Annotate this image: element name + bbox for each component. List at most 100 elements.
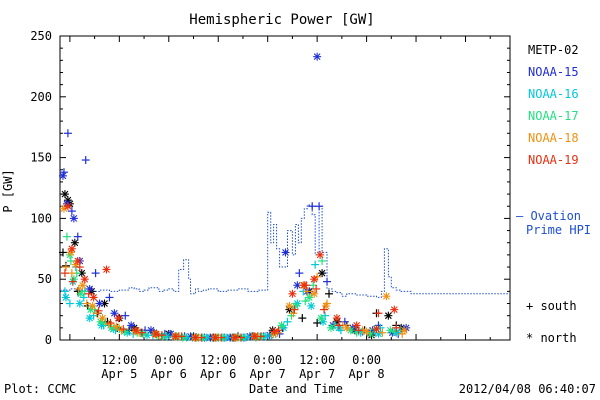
- y-tick-label: 100: [30, 211, 52, 225]
- data-point-north: [132, 326, 141, 335]
- data-point-north: [250, 332, 259, 341]
- data-point-south: [392, 323, 401, 332]
- data-point-north: [318, 269, 327, 278]
- data-point-south: [323, 277, 332, 286]
- x-tick-label-time: 0:00: [154, 353, 183, 367]
- data-point-north: [60, 190, 69, 199]
- data-point-south: [106, 318, 115, 327]
- legend-marker-south: + south: [526, 299, 577, 313]
- x-tick-label-date: Apr 6: [151, 367, 187, 381]
- data-point-north: [281, 248, 290, 257]
- data-point-north: [63, 202, 72, 211]
- data-point-north: [231, 333, 240, 342]
- legend-entry-noaa-19: NOAA-19: [528, 153, 579, 167]
- data-point-north: [139, 329, 148, 338]
- data-point-north: [317, 314, 326, 323]
- legend-marker-north: * north: [526, 331, 577, 345]
- x-tick-label-time: 12:00: [299, 353, 335, 367]
- data-point-south: [73, 232, 82, 241]
- data-point-north: [305, 293, 314, 302]
- data-point-south: [315, 202, 324, 211]
- data-point-north: [288, 289, 297, 298]
- data-point-north: [211, 333, 220, 342]
- data-point-north: [70, 238, 79, 247]
- data-point-north: [342, 323, 351, 332]
- data-point-south: [105, 293, 114, 302]
- y-tick-label: 50: [38, 272, 52, 286]
- data-point-south: [303, 287, 312, 296]
- data-point-south: [82, 299, 91, 308]
- data-point-south: [62, 232, 71, 241]
- data-point-south: [60, 287, 69, 296]
- legend-ovation-label-2: Prime HPI: [526, 223, 591, 237]
- legend-entry-noaa-15: NOAA-15: [528, 65, 579, 79]
- data-point-north: [158, 332, 167, 341]
- x-tick-label-date: Apr 8: [349, 367, 385, 381]
- data-point-north: [61, 293, 70, 302]
- data-point-south: [94, 306, 103, 315]
- data-point-north: [76, 289, 85, 298]
- data-point-north: [322, 301, 331, 310]
- data-point-south: [320, 305, 329, 314]
- data-point-north: [69, 214, 78, 223]
- data-point-south: [340, 317, 349, 326]
- data-point-north: [382, 292, 391, 301]
- data-point-north: [270, 327, 279, 336]
- legend-entry-noaa-18: NOAA-18: [528, 131, 579, 145]
- series-noaa-15: [58, 52, 411, 342]
- data-point-north: [127, 321, 136, 330]
- data-point-south: [117, 326, 126, 335]
- series-noaa-19: [60, 202, 401, 342]
- data-point-south: [65, 299, 74, 308]
- data-point-north: [352, 321, 361, 330]
- data-point-north: [112, 322, 121, 331]
- data-point-south: [289, 309, 298, 318]
- data-point-south: [66, 256, 75, 265]
- x-tick-label-date: Apr 5: [101, 367, 137, 381]
- data-point-north: [390, 305, 399, 314]
- legend: METP-02 NOAA-15 NOAA-16 NOAA-17 NOAA-18 NOAA-…: [516, 43, 591, 345]
- data-point-south: [81, 156, 90, 165]
- data-point-south: [312, 284, 321, 293]
- data-point-north: [191, 333, 200, 342]
- data-point-north: [362, 327, 371, 336]
- data-point-north: [300, 281, 309, 290]
- data-point-south: [68, 277, 77, 286]
- data-point-south: [58, 248, 67, 257]
- data-point-north: [332, 314, 341, 323]
- x-tick-label-time: 0:00: [352, 353, 381, 367]
- x-tick-label-date: Apr 7: [299, 367, 335, 381]
- legend-entry-noaa-16: NOAA-16: [528, 87, 579, 101]
- data-point-south: [119, 325, 128, 334]
- data-point-south: [295, 269, 304, 278]
- data-point-south: [374, 309, 383, 318]
- data-point-south: [67, 207, 76, 216]
- data-point-south: [378, 328, 387, 337]
- data-point-south: [308, 202, 317, 211]
- chart-title: Hemispheric Power [GW]: [189, 12, 374, 28]
- x-tick-label-date: Apr 7: [250, 367, 286, 381]
- series-noaa-18: [59, 204, 409, 342]
- legend-entry-metp-02: METP-02: [528, 43, 579, 57]
- data-point-north: [326, 323, 335, 332]
- data-point-north: [102, 265, 111, 274]
- data-point-south: [334, 321, 343, 330]
- data-point-south: [157, 331, 166, 340]
- data-point-south: [67, 269, 76, 278]
- y-tick-label: 150: [30, 151, 52, 165]
- data-point-north: [400, 326, 409, 335]
- data-point-north: [80, 275, 89, 284]
- data-point-south: [318, 256, 327, 265]
- data-point-south: [283, 317, 292, 326]
- data-point-south: [298, 314, 307, 323]
- data-point-south: [290, 305, 299, 314]
- data-point-north: [171, 332, 180, 341]
- legend-ovation-label: — Ovation: [516, 209, 581, 223]
- data-point-north: [75, 299, 84, 308]
- y-tick-label: 200: [30, 90, 52, 104]
- series-metp-02: [58, 190, 406, 342]
- data-point-south: [313, 318, 322, 327]
- y-axis-label: P [GW]: [1, 169, 15, 212]
- data-point-north: [77, 269, 86, 278]
